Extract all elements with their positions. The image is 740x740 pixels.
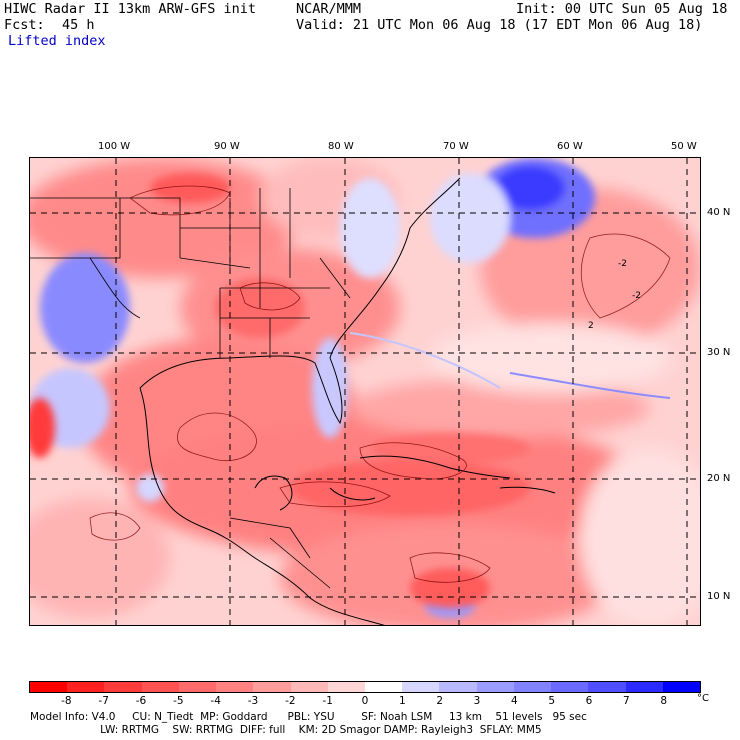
- contour-label: -2: [618, 259, 627, 269]
- colorbar-swatch: [290, 682, 328, 692]
- colorbar-swatch: [662, 682, 700, 692]
- colorbar-swatch: [551, 682, 589, 692]
- organization-label: NCAR/MMM: [296, 1, 362, 17]
- colorbar-swatch: [178, 682, 217, 692]
- lon-label-80w: 80 W: [328, 141, 354, 152]
- colorbar-tick-label: -2: [285, 695, 296, 707]
- colorbar-tick-label: 1: [398, 695, 406, 707]
- colorbar-tick-label: 0: [361, 695, 369, 707]
- field-name: Lifted index: [8, 33, 106, 49]
- colorbar-swatch: [327, 682, 365, 692]
- lon-label-60w: 60 W: [557, 141, 583, 152]
- lon-label-90w: 90 W: [214, 141, 240, 152]
- colorbar-swatch: [476, 682, 514, 692]
- colorbar-tick-label: -4: [210, 695, 221, 707]
- colorbar-unit: °C: [697, 693, 709, 704]
- lon-label-70w: 70 W: [443, 141, 469, 152]
- colorbar-swatch: [402, 682, 440, 692]
- colorbar-tick-label: -6: [135, 695, 147, 707]
- lifted-index-map: -2 -2 2: [29, 157, 701, 626]
- colorbar-swatch: [625, 682, 663, 692]
- colorbar-swatch: [439, 682, 477, 692]
- forecast-label: Fcst:: [4, 17, 45, 33]
- colorbar-tick-label: 4: [510, 695, 518, 707]
- colorbar-tick-label: 3: [473, 695, 481, 707]
- lon-label-50w: 50 W: [671, 141, 697, 152]
- lat-label-30n: 30 N: [707, 347, 731, 358]
- colorbar-tick-label: -5: [173, 695, 184, 707]
- lat-label-40n: 40 N: [707, 207, 731, 218]
- colorbar-tick-label: -7: [98, 695, 109, 707]
- init-time: Init: 00 UTC Sun 05 Aug 18: [516, 1, 728, 17]
- colorbar-swatch: [588, 682, 626, 692]
- colorbar-swatch: [253, 682, 291, 692]
- contour-label: 2: [588, 321, 594, 331]
- colorbar-tick-label: 6: [585, 695, 593, 707]
- colorbar-swatch: [513, 682, 552, 692]
- colorbar-tick-label: -3: [247, 695, 259, 707]
- lat-label-20n: 20 N: [707, 473, 731, 484]
- model-info-line1: Model Info: V4.0 CU: N_Tiedt MP: Goddard…: [30, 711, 587, 723]
- forecast-hour: 45 h: [62, 17, 95, 33]
- colorbar-tick-label: -1: [322, 695, 333, 707]
- lon-label-100w: 100 W: [98, 141, 131, 152]
- colorbar-swatch: [364, 682, 403, 692]
- colorbar-tick-label: 5: [548, 695, 555, 707]
- model-info-line2: LW: RRTMG SW: RRTMG DIFF: full KM: 2D Sm…: [30, 724, 542, 736]
- lat-label-10n: 10 N: [707, 591, 731, 602]
- valid-time: Valid: 21 UTC Mon 06 Aug 18 (17 EDT Mon …: [296, 17, 703, 33]
- colorbar: [29, 681, 701, 693]
- colorbar-swatch: [30, 682, 68, 692]
- colorbar-tick-label: 8: [660, 695, 667, 707]
- colorbar-swatch: [141, 682, 179, 692]
- colorbar-swatch: [67, 682, 105, 692]
- colorbar-tick-label: 7: [622, 695, 630, 707]
- model-title: HIWC Radar II 13km ARW-GFS init: [4, 1, 256, 17]
- colorbar-tick-label: 2: [436, 695, 443, 707]
- colorbar-swatch: [216, 682, 254, 692]
- contour-label: -2: [632, 291, 641, 301]
- colorbar-tick-label: -8: [61, 695, 72, 707]
- colorbar-swatch: [104, 682, 142, 692]
